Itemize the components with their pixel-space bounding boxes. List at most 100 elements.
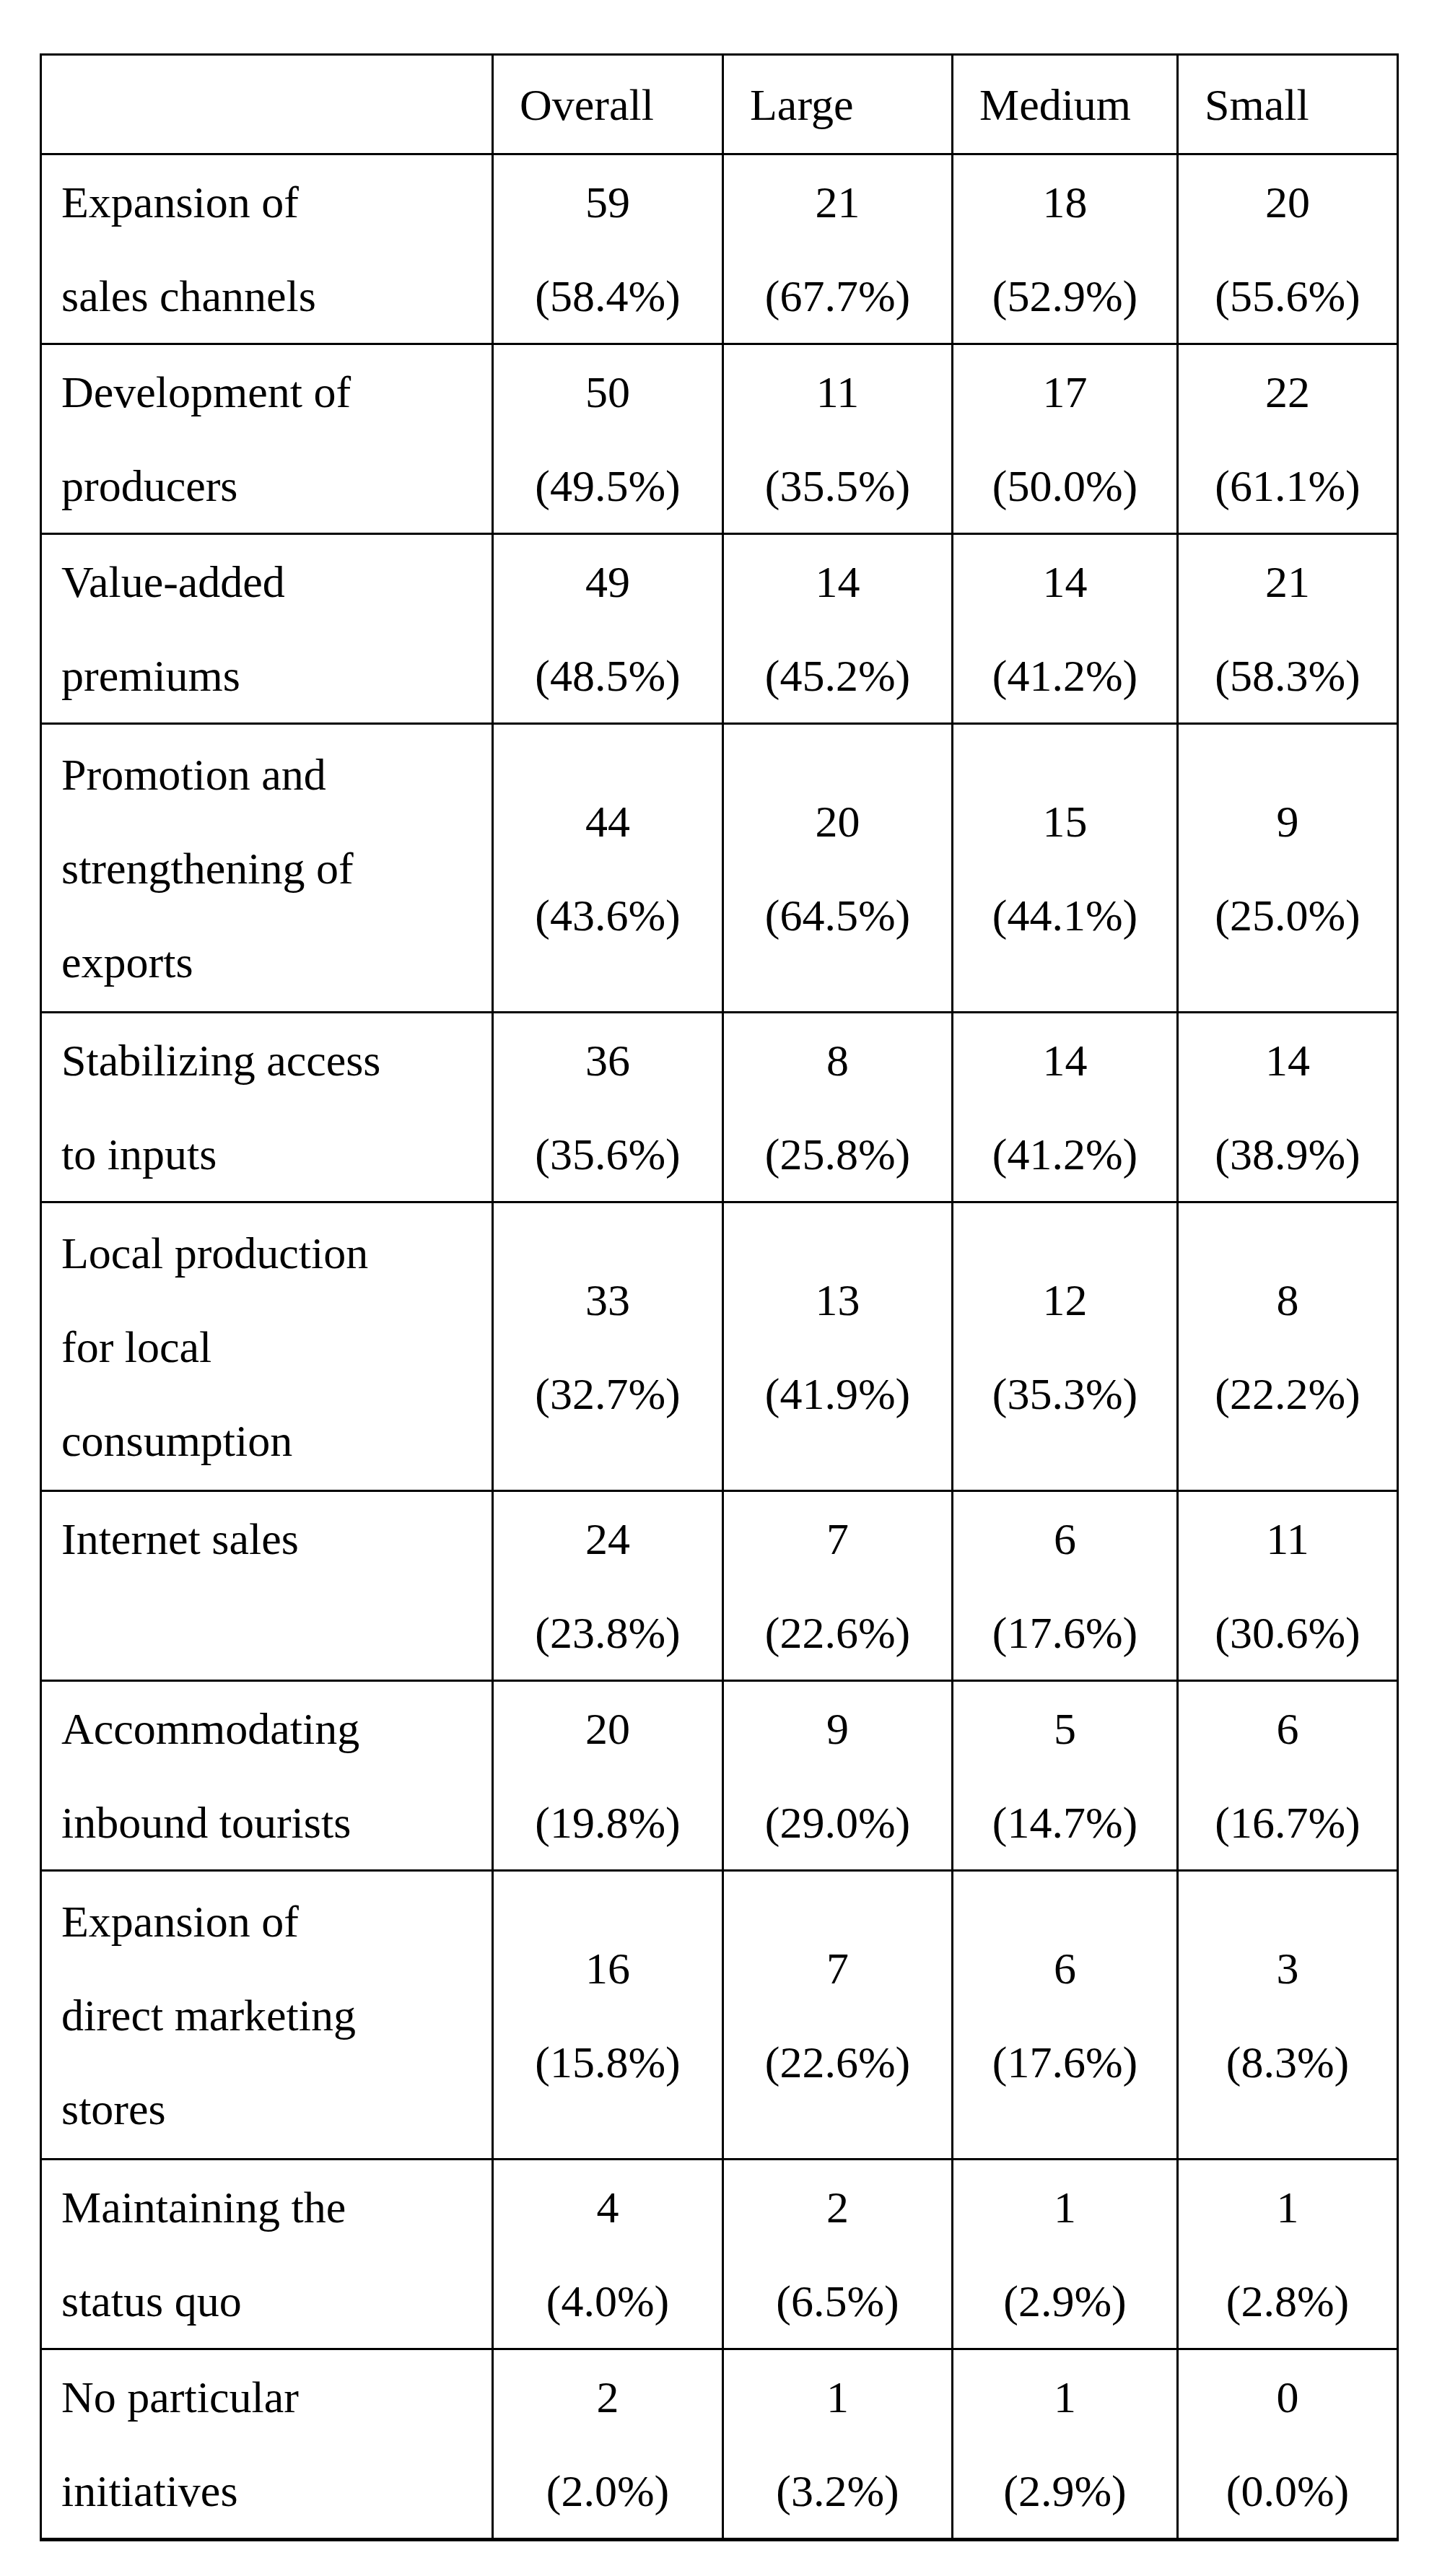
count-value: 1: [1054, 2350, 1076, 2444]
data-cell: 16(15.8%): [492, 1872, 722, 2158]
row-label-cell: Value-addedpremiums: [42, 535, 492, 722]
percent-value: (19.8%): [535, 1776, 680, 1869]
row-label-line: Maintaining the: [61, 2160, 346, 2254]
data-cell: 1(2.9%): [951, 2160, 1176, 2348]
count-value: 1: [1054, 2160, 1076, 2254]
row-label-line: No particular: [61, 2350, 299, 2444]
data-cell: 13(41.9%): [722, 1203, 951, 1490]
row-label-line: producers: [61, 439, 237, 533]
row-label-line: Local production: [61, 1206, 368, 1300]
data-cell: 0(0.0%): [1176, 2350, 1397, 2538]
data-cell: 6(16.7%): [1176, 1682, 1397, 1869]
data-cell: 12(35.3%): [951, 1203, 1176, 1490]
percent-value: (64.5%): [765, 868, 910, 962]
data-cell: 6(17.6%): [951, 1492, 1176, 1680]
row-label-cell: Promotion andstrengthening ofexports: [42, 725, 492, 1011]
table-row: Stabilizing accessto inputs36(35.6%)8(25…: [42, 1011, 1397, 1201]
row-label-line: sales channels: [61, 249, 316, 343]
percent-value: (32.7%): [535, 1347, 680, 1441]
count-value: 8: [826, 1013, 849, 1107]
data-cell: 3(8.3%): [1176, 1872, 1397, 2158]
row-label-line: Expansion of: [61, 155, 299, 249]
table-row: No particularinitiatives2(2.0%)1(3.2%)1(…: [42, 2348, 1397, 2538]
percent-value: (45.2%): [765, 629, 910, 722]
percent-value: (29.0%): [765, 1776, 910, 1869]
row-label-cell: Internet sales: [42, 1492, 492, 1680]
count-value: 59: [585, 155, 630, 249]
percent-value: (35.3%): [992, 1347, 1137, 1441]
count-value: 11: [816, 345, 860, 439]
row-label-line: to inputs: [61, 1107, 217, 1201]
data-cell: 20(64.5%): [722, 725, 951, 1011]
count-value: 17: [1043, 345, 1088, 439]
count-value: 0: [1277, 2350, 1299, 2444]
row-label-cell: Development ofproducers: [42, 345, 492, 533]
count-value: 24: [585, 1492, 630, 1586]
percent-value: (4.0%): [546, 2254, 669, 2348]
count-value: 16: [585, 1921, 630, 2015]
row-label-line: consumption: [61, 1394, 292, 1488]
row-label-line: Internet sales: [61, 1492, 299, 1586]
count-value: 2: [597, 2350, 619, 2444]
percent-value: (41.2%): [992, 1107, 1137, 1201]
percent-value: (25.8%): [765, 1107, 910, 1201]
percent-value: (23.8%): [535, 1586, 680, 1680]
header-label: Overall: [520, 58, 654, 152]
data-cell: 15(44.1%): [951, 725, 1176, 1011]
count-value: 8: [1277, 1253, 1299, 1347]
count-value: 12: [1043, 1253, 1088, 1347]
count-value: 14: [816, 535, 860, 629]
count-value: 14: [1043, 1013, 1088, 1107]
row-label-line: Accommodating: [61, 1682, 359, 1776]
table-row: Maintaining thestatus quo 4(4.0%) 2(6.5%) 1…: [42, 2158, 1397, 2348]
row-label-line: initiatives: [61, 2444, 238, 2538]
data-cell: 14(41.2%): [951, 1013, 1176, 1201]
data-cell: 1(2.9%): [951, 2350, 1176, 2538]
percent-value: (43.6%): [535, 868, 680, 962]
percent-value: (41.2%): [992, 629, 1137, 722]
percent-value: (15.8%): [535, 2015, 680, 2109]
table-row: Expansion ofdirect marketingstores16(15.…: [42, 1869, 1397, 2158]
table-row: Promotion andstrengthening ofexports44(4…: [42, 722, 1397, 1011]
data-cell: 20(55.6%): [1176, 155, 1397, 343]
row-label-cell: Stabilizing accessto inputs: [42, 1013, 492, 1201]
count-value: 9: [826, 1682, 849, 1776]
percent-value: (50.0%): [992, 439, 1137, 533]
row-label-line: status quo: [61, 2254, 242, 2348]
table-row: Internet sales24(23.8%)7(22.6%)6(17.6%)1…: [42, 1490, 1397, 1680]
percent-value: (22.2%): [1215, 1347, 1360, 1441]
percent-value: (35.6%): [535, 1107, 680, 1201]
count-value: 14: [1265, 1013, 1310, 1107]
row-label-line: premiums: [61, 629, 240, 722]
count-value: 7: [826, 1921, 849, 2015]
count-value: 44: [585, 774, 630, 868]
data-cell: 5(14.7%): [951, 1682, 1176, 1869]
data-cell: 11(30.6%): [1176, 1492, 1397, 1680]
percent-value: (6.5%): [776, 2254, 899, 2348]
row-label-line: Development of: [61, 345, 351, 439]
percent-value: (44.1%): [992, 868, 1137, 962]
percent-value: (3.2%): [776, 2444, 899, 2538]
percent-value: (22.6%): [765, 1586, 910, 1680]
table-header-row: Overall Large Medium Small: [42, 56, 1397, 153]
percent-value: (41.9%): [765, 1347, 910, 1441]
data-cell: 1(3.2%): [722, 2350, 951, 2538]
data-cell: 36(35.6%): [492, 1013, 722, 1201]
data-cell: 33(32.7%): [492, 1203, 722, 1490]
data-cell: 2(2.0%): [492, 2350, 722, 2538]
percent-value: (8.3%): [1226, 2015, 1349, 2109]
count-value: 9: [1277, 774, 1299, 868]
table-row: Expansion ofsales channels59(58.4%)21(67…: [42, 153, 1397, 343]
count-value: 50: [585, 345, 630, 439]
data-cell: 14(45.2%): [722, 535, 951, 722]
percent-value: (2.9%): [1003, 2444, 1126, 2538]
count-value: 21: [1265, 535, 1310, 629]
data-cell: 14(38.9%): [1176, 1013, 1397, 1201]
table-row: Development ofproducers50(49.5%)11(35.5%…: [42, 343, 1397, 533]
table-row: Value-addedpremiums49(48.5%)14(45.2%)14(…: [42, 533, 1397, 722]
row-label-line: Stabilizing access: [61, 1013, 380, 1107]
data-cell: 22(61.1%): [1176, 345, 1397, 533]
count-value: 2: [826, 2160, 849, 2254]
count-value: 4: [597, 2160, 619, 2254]
header-label: Small: [1205, 58, 1309, 152]
